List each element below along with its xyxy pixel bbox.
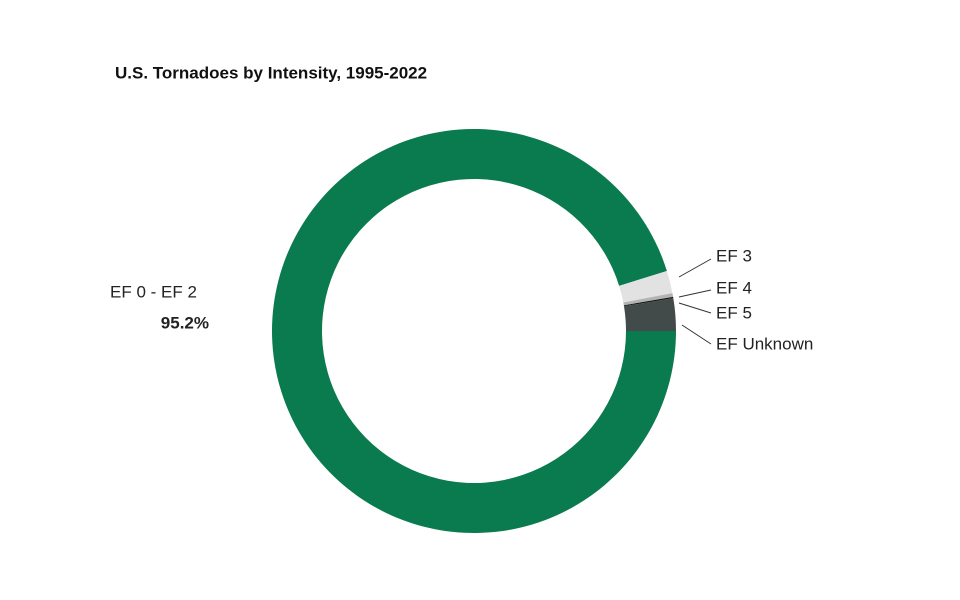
- donut-segment: [271, 129, 676, 533]
- leader-line: [678, 258, 712, 278]
- donut-segment: [623, 293, 674, 306]
- category-label: EF Unknown: [716, 334, 813, 353]
- category-label: EF 3: [716, 246, 752, 265]
- leader-line: [678, 302, 712, 314]
- value-label: 95.2%: [161, 313, 209, 332]
- category-label: EF 4: [716, 278, 752, 297]
- leader-line: [678, 289, 712, 298]
- leader-line: [681, 324, 712, 345]
- category-label: EF 0 - EF 2: [110, 282, 197, 301]
- chart-title: U.S. Tornadoes by Intensity, 1995-2022: [115, 63, 427, 82]
- donut-segment: [623, 298, 676, 331]
- donut-segment: [623, 296, 674, 307]
- category-label: EF 5: [716, 303, 752, 322]
- donut-segment: [619, 270, 673, 303]
